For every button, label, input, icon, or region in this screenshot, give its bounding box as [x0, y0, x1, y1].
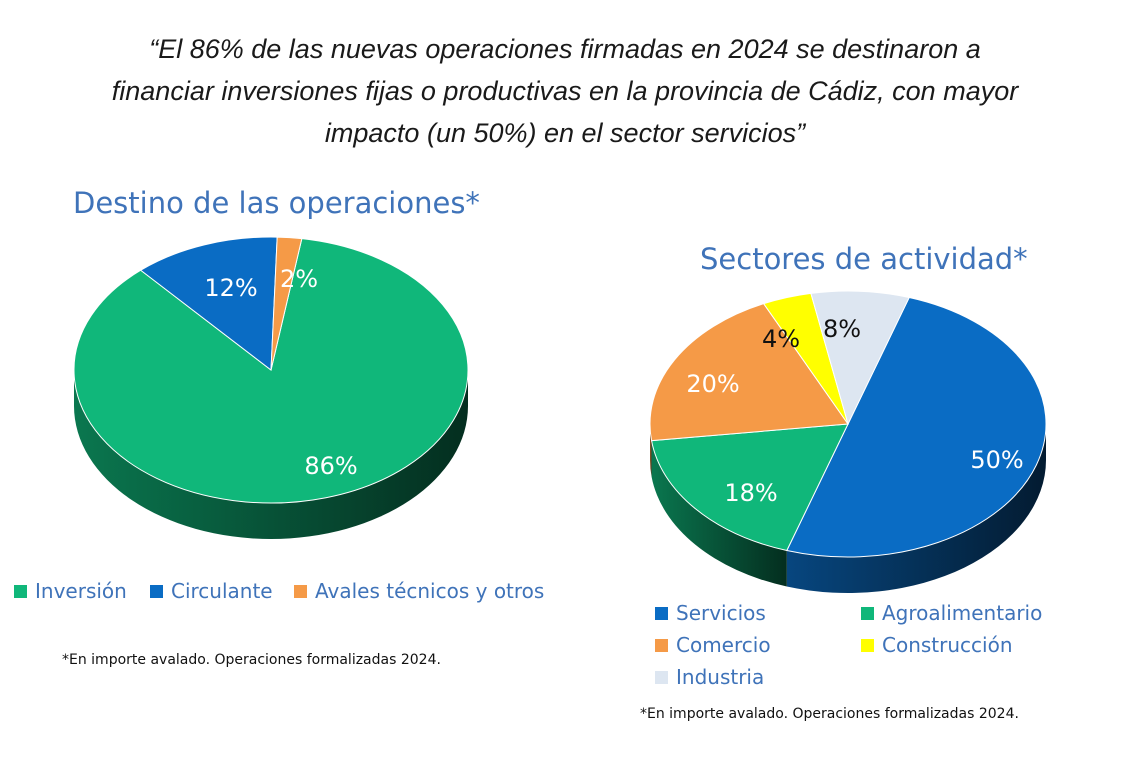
destino-slice-inversi-n — [73, 238, 469, 504]
sectores-side-agroalimentario — [651, 440, 787, 587]
legend-swatch — [861, 606, 874, 620]
destino-slice-circulante — [139, 236, 278, 371]
sectores-data-label: 18% — [724, 479, 777, 507]
sectores-data-label: 8% — [823, 315, 861, 343]
legend-item-comercio: Comercio — [655, 633, 771, 657]
sectores-side-servicios — [786, 424, 1046, 593]
legend-item-servicios: Servicios — [655, 601, 766, 625]
quote-line-2: financiar inversiones fijas o productiva… — [111, 76, 1019, 106]
legend-label: Industria — [676, 665, 765, 689]
sectores-data-label: 4% — [762, 325, 800, 353]
quote-line-1: “El 86% de las nuevas operaciones firmad… — [149, 34, 981, 64]
legend-swatch — [861, 638, 874, 652]
legend-swatch — [655, 670, 668, 684]
footnote-sectores: *En importe avalado. Operaciones formali… — [640, 706, 1019, 722]
sectores-slice-comercio — [649, 303, 849, 442]
legend-swatch — [655, 606, 668, 620]
legend-label: Inversión — [35, 579, 127, 603]
legend-label: Comercio — [676, 633, 771, 657]
legend-item-industria: Industria — [655, 665, 764, 689]
sectores-side-comercio — [650, 424, 652, 477]
legend-swatch — [150, 584, 163, 598]
destino-slice-avales-t-cnicos-y-otros — [270, 236, 303, 371]
destino-side-inversi-n — [74, 370, 468, 539]
legend-item-agroalimentario: Agroalimentario — [861, 601, 1042, 625]
chart-title-sectores: Sectores de actividad* — [700, 242, 1028, 276]
legend-item-construccion: Construcción — [861, 633, 1013, 657]
destino-data-label: 12% — [204, 274, 257, 302]
legend-item-circulante: Circulante — [150, 579, 273, 603]
legend-item-inversion: Inversión — [14, 579, 127, 603]
footnote-destino: *En importe avalado. Operaciones formali… — [62, 652, 441, 668]
legend-item-avales: Avales técnicos y otros — [294, 579, 544, 603]
sectores-slice-industria — [810, 290, 910, 426]
quote-line-3: impacto (un 50%) en el sector servicios” — [324, 118, 806, 148]
legend-swatch — [294, 584, 307, 598]
legend-swatch — [14, 584, 27, 598]
sectores-slice-agroalimentario — [650, 423, 849, 552]
destino-data-label: 2% — [280, 265, 318, 293]
headline-quote: “El 86% de las nuevas operaciones firmad… — [60, 28, 1070, 154]
legend-label: Circulante — [171, 579, 273, 603]
chart-title-destino: Destino de las operaciones* — [73, 186, 480, 220]
sectores-data-label: 50% — [970, 446, 1023, 474]
sectores-data-label: 20% — [686, 370, 739, 398]
destino-data-label: 86% — [304, 452, 357, 480]
legend-swatch — [655, 638, 668, 652]
sectores-slice-servicios — [786, 296, 1047, 558]
legend-label: Avales técnicos y otros — [315, 579, 545, 603]
legend-label: Servicios — [676, 601, 766, 625]
legend-label: Agroalimentario — [882, 601, 1043, 625]
legend-label: Construcción — [882, 633, 1013, 657]
